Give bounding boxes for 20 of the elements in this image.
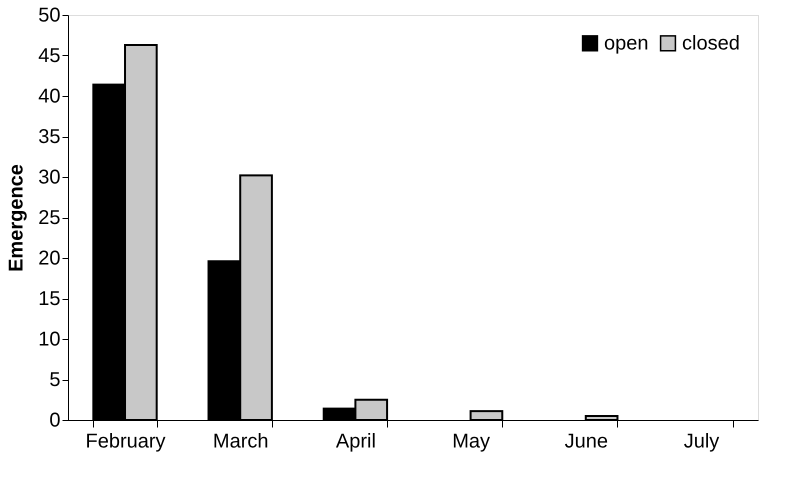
legend-label: closed — [682, 32, 740, 54]
x-tick-label: April — [336, 430, 376, 452]
y-tick-label: 15 — [38, 288, 60, 310]
x-tick-label: July — [684, 430, 720, 452]
y-tick-label: 40 — [38, 86, 60, 108]
x-tick-label: March — [212, 430, 268, 452]
x-tick-label: May — [452, 430, 490, 452]
y-axis-title: Emergence — [5, 164, 28, 272]
y-tick-label: 30 — [38, 166, 60, 188]
y-tick-label: 25 — [38, 207, 60, 229]
x-tick-label: June — [564, 430, 608, 452]
y-tick-label: 45 — [38, 45, 60, 67]
legend-label: open — [604, 32, 648, 54]
x-tick-label: February — [86, 430, 166, 452]
y-tick-label: 20 — [38, 248, 60, 270]
y-tick-label: 50 — [38, 4, 60, 26]
y-tick-label: 10 — [38, 328, 60, 350]
y-tick-label: 0 — [49, 410, 60, 432]
y-tick-label: 35 — [38, 126, 60, 148]
y-tick-label: 5 — [49, 369, 60, 391]
